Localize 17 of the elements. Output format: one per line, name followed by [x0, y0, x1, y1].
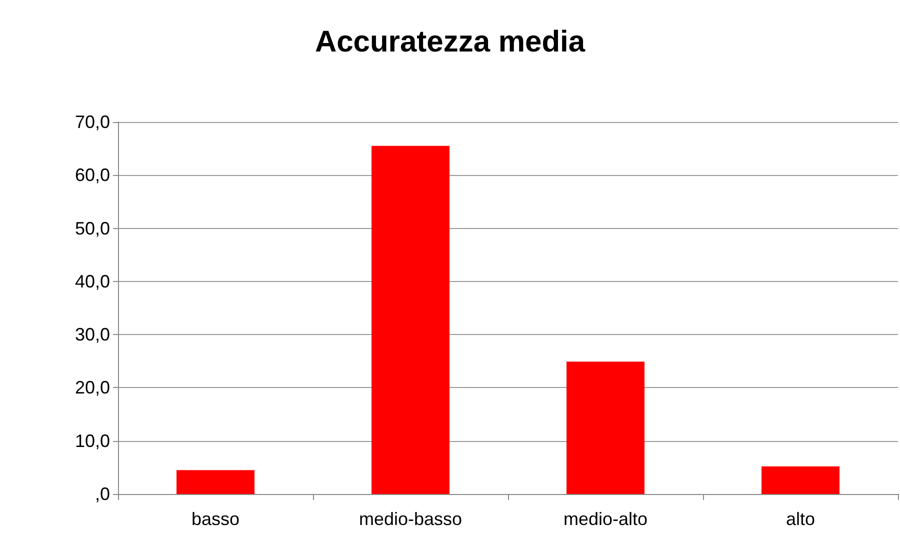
bar [566, 362, 644, 494]
bar [372, 146, 450, 494]
y-tick-label: ,0 [94, 484, 110, 504]
y-tick-label: 20,0 [74, 378, 110, 398]
x-tick-label: alto [786, 509, 816, 529]
y-tick-label: 10,0 [74, 430, 110, 451]
y-tick-label: 30,0 [74, 324, 110, 345]
bar [762, 466, 840, 494]
y-tick-label: 60,0 [74, 165, 110, 186]
x-tick-label: medio-alto [563, 509, 648, 529]
y-tick-label: 50,0 [74, 218, 110, 238]
y-tick-label: 40,0 [74, 271, 110, 292]
x-tick-label: basso [191, 509, 240, 529]
bar [176, 470, 254, 494]
chart-title: Accuratezza media [314, 26, 586, 58]
x-tick-label: medio-basso [358, 509, 462, 529]
y-tick-label: 70,0 [74, 112, 110, 132]
